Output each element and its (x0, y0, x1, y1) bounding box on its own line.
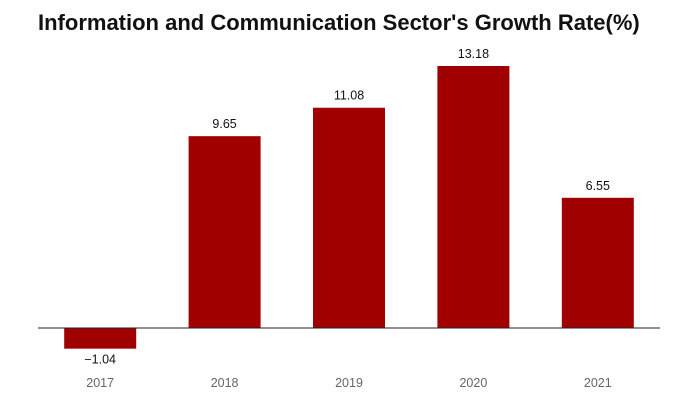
x-tick-label-2020: 2020 (459, 376, 487, 390)
x-tick-label-2019: 2019 (335, 376, 363, 390)
x-tick-label-2017: 2017 (86, 376, 114, 390)
x-tick-label-2021: 2021 (584, 376, 612, 390)
bar-2019 (313, 107, 385, 328)
labels-layer: −1.04 2017 9.65 2018 11.08 2019 13.18 2020 6.55 2… (84, 47, 611, 390)
chart-title: Information and Communication Sector's G… (38, 10, 640, 35)
x-tick-label-2018: 2018 (211, 376, 239, 390)
value-label-2021: 6.55 (586, 179, 610, 193)
bar-2017 (64, 328, 137, 349)
bar-2018 (188, 136, 261, 328)
value-label-2017: −1.04 (84, 353, 116, 367)
bar-2020 (437, 66, 510, 328)
value-label-2018: 9.65 (212, 117, 236, 131)
bar-2021 (561, 197, 634, 328)
value-label-2019: 11.08 (334, 89, 364, 103)
bars-layer (64, 66, 634, 349)
value-label-2020: 13.18 (458, 47, 489, 61)
